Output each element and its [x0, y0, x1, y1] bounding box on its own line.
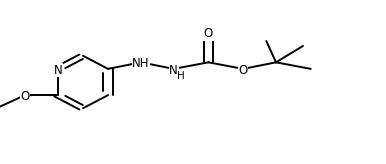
Text: N: N — [54, 64, 62, 77]
Text: O: O — [20, 90, 30, 103]
Text: O: O — [239, 64, 248, 77]
Text: NH: NH — [132, 57, 150, 70]
Text: N: N — [169, 64, 178, 77]
Text: H: H — [177, 71, 185, 81]
Text: O: O — [204, 27, 213, 40]
